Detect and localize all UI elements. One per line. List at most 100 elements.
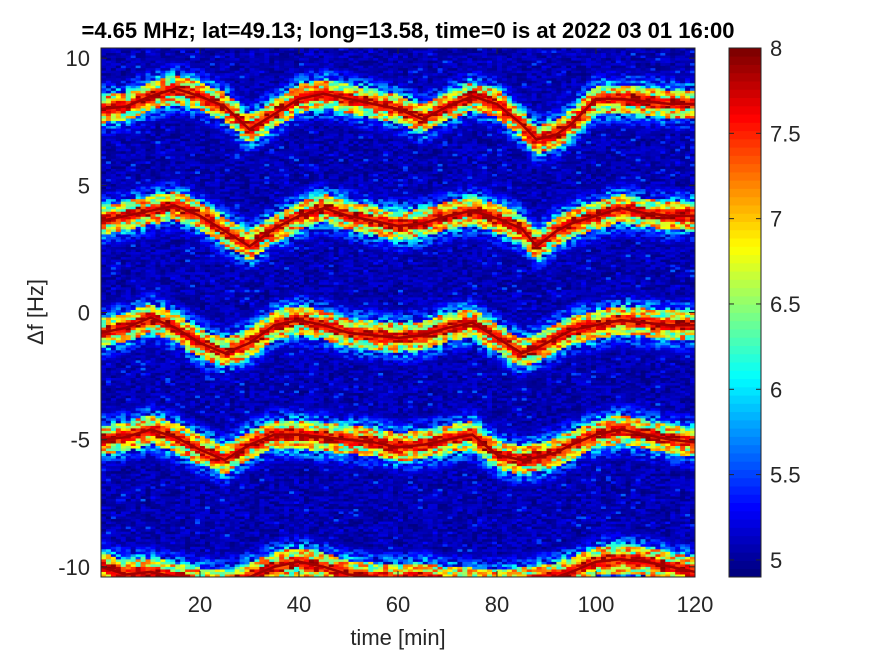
heatmap-cell	[120, 428, 127, 432]
heatmap-cell	[214, 340, 221, 344]
heatmap-cell	[145, 279, 151, 283]
heatmap-cell	[145, 254, 151, 258]
heatmap-cell	[165, 229, 171, 233]
heatmap-cell	[150, 433, 156, 437]
heatmap-cell	[180, 73, 186, 77]
heatmap-cell	[175, 297, 181, 301]
heatmap-cell	[214, 423, 221, 427]
heatmap-cell	[165, 317, 171, 321]
heatmap-cell	[120, 110, 127, 114]
heatmap-cell	[150, 483, 156, 487]
heatmap-cell	[110, 365, 117, 369]
heatmap-cell	[125, 516, 131, 520]
heatmap-cell	[170, 448, 176, 452]
heatmap-cell	[115, 451, 122, 454]
heatmap-cell	[214, 244, 221, 248]
heatmap-cell	[175, 496, 181, 500]
heatmap-cell	[101, 350, 107, 354]
heatmap-cell	[185, 312, 191, 316]
heatmap-cell	[125, 297, 131, 301]
heatmap-cell	[180, 80, 186, 84]
heatmap-cell	[209, 118, 216, 122]
heatmap-cell	[150, 289, 156, 293]
heatmap-cell	[125, 93, 131, 97]
heatmap-cell	[150, 446, 156, 449]
heatmap-cell	[209, 75, 216, 79]
heatmap-cell	[105, 541, 112, 545]
heatmap-cell	[190, 430, 196, 434]
heatmap-cell	[170, 423, 176, 427]
heatmap-cell	[115, 226, 122, 230]
heatmap-cell	[145, 171, 151, 175]
heatmap-cell	[175, 332, 181, 336]
heatmap-cell	[130, 385, 136, 389]
heatmap-cell	[190, 161, 196, 165]
heatmap-cell	[160, 423, 166, 427]
heatmap-cell	[130, 88, 136, 92]
heatmap-cell	[175, 143, 181, 147]
heatmap-cell	[204, 519, 211, 522]
heatmap-cell	[115, 345, 122, 349]
heatmap-cell	[190, 342, 196, 346]
heatmap-cell	[165, 108, 171, 112]
heatmap-cell	[155, 524, 161, 527]
heatmap-cell	[115, 365, 122, 369]
heatmap-cell	[105, 189, 112, 192]
heatmap-cell	[105, 564, 112, 568]
heatmap-cell	[204, 325, 211, 328]
heatmap-cell	[145, 357, 151, 361]
heatmap-cell	[204, 463, 211, 467]
heatmap-cell	[180, 440, 186, 444]
heatmap-cell	[170, 191, 176, 195]
heatmap-cell	[125, 259, 131, 263]
heatmap-cell	[115, 65, 122, 69]
heatmap-cell	[204, 282, 211, 286]
heatmap-cell	[101, 53, 107, 56]
heatmap-cell	[115, 289, 122, 293]
heatmap-cell	[190, 231, 196, 235]
heatmap-cell	[140, 367, 146, 371]
heatmap-cell	[185, 53, 191, 56]
heatmap-cell	[165, 551, 171, 555]
heatmap-cell	[125, 247, 131, 250]
heatmap-cell	[214, 466, 221, 469]
heatmap-cell	[160, 506, 166, 510]
heatmap-cell	[180, 365, 186, 369]
heatmap-cell	[195, 151, 201, 155]
heatmap-cell	[150, 551, 156, 555]
heatmap-cell	[185, 168, 191, 172]
heatmap-cell	[140, 511, 146, 515]
heatmap-cell	[160, 128, 166, 132]
heatmap-cell	[190, 574, 196, 577]
heatmap-cell	[135, 418, 141, 422]
heatmap-cell	[130, 78, 136, 82]
heatmap-cell	[135, 393, 141, 396]
heatmap-cell	[145, 304, 151, 308]
heatmap-cell	[200, 483, 206, 487]
heatmap-cell	[165, 443, 171, 447]
heatmap-cell	[195, 322, 201, 326]
heatmap-cell	[175, 272, 181, 276]
heatmap-cell	[160, 327, 166, 331]
heatmap-cell	[150, 116, 156, 119]
heatmap-cell	[140, 456, 146, 459]
heatmap-cell	[170, 116, 176, 119]
heatmap-cell	[140, 488, 146, 492]
heatmap-cell	[160, 219, 166, 223]
heatmap-cell	[160, 252, 166, 255]
heatmap-cell	[105, 274, 112, 278]
heatmap-cell	[175, 68, 181, 71]
heatmap-cell	[145, 514, 151, 517]
heatmap-cell	[204, 498, 211, 502]
heatmap-cell	[125, 123, 131, 127]
heatmap-cell	[115, 393, 122, 396]
heatmap-cell	[209, 85, 216, 89]
heatmap-cell	[185, 146, 191, 150]
heatmap-cell	[190, 529, 196, 532]
heatmap-cell	[204, 274, 211, 278]
heatmap-cell	[101, 483, 107, 487]
heatmap-cell	[101, 247, 107, 250]
heatmap-cell	[160, 511, 166, 515]
heatmap-cell	[155, 350, 161, 354]
heatmap-cell	[195, 403, 201, 407]
